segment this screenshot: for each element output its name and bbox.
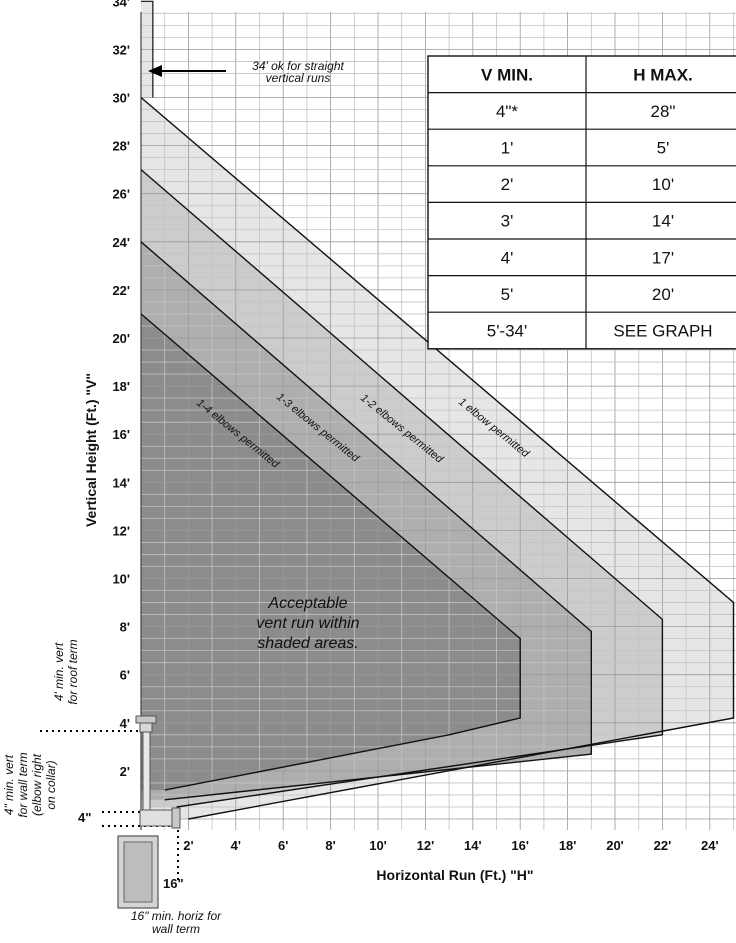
x-axis-ticks: 2' 4' 6' 8' 10' 12' 14' 16' 18' 20' 22' 24' — [183, 838, 718, 853]
table-cell: 3' — [501, 212, 514, 231]
y-tick-label: 8' — [120, 620, 130, 635]
y-tick-label: 28' — [112, 139, 130, 154]
roof-term-note-line2: for roof term — [66, 639, 80, 704]
region-boundaries — [140, 0, 735, 820]
table-cell: 10' — [652, 175, 674, 194]
y-tick-label: 32' — [112, 42, 130, 57]
table-cell: 1' — [501, 139, 514, 158]
horiz-min-note-line1: 16" min. horiz for — [131, 909, 222, 923]
x-tick-label: 6' — [278, 838, 288, 853]
y-tick-label: 34' — [112, 0, 130, 9]
x-tick-label: 8' — [325, 838, 335, 853]
y-tick-label: 24' — [112, 235, 130, 250]
y-tick-label: 2' — [120, 764, 130, 779]
y-tick-label: 30' — [112, 91, 130, 106]
y-tick-label: 22' — [112, 283, 130, 298]
y-tick-label: 12' — [112, 523, 130, 538]
acceptable-note-line1: Acceptable — [267, 595, 347, 612]
roof-term-note-line1: 4' min. vert — [52, 642, 66, 701]
y-tick-label: 26' — [112, 187, 130, 202]
straight-runs-note-line2: vertical runs — [266, 71, 331, 85]
wall-term-note-line3: (elbow right — [30, 753, 44, 816]
boundary-4 — [140, 313, 521, 791]
table-cell: 4"* — [496, 102, 518, 121]
table-cell: 28" — [651, 102, 676, 121]
acceptable-note-line2: vent run within — [256, 615, 359, 632]
horiz-min-note-line2: wall term — [152, 922, 200, 936]
y-tick-label: 10' — [112, 572, 130, 587]
y-axis-ticks: 2' 4' 6' 8' 10' 12' 14' 16' 18' 20' 22' 24' 26' 28' 30… — [112, 0, 130, 779]
table-cell: 4' — [501, 248, 514, 267]
wall-term-note-line1: 4" min. vert — [2, 754, 16, 815]
y-tick-label: 4' — [120, 716, 130, 731]
straight-runs-note-line1: 34' ok for straight — [252, 59, 344, 73]
x-tick-label: 16' — [511, 838, 529, 853]
table-cell: SEE GRAPH — [613, 322, 712, 341]
table-header-cell: V MIN. — [481, 65, 533, 84]
x-tick-label: 4' — [231, 838, 241, 853]
straight-runs-arrowhead — [148, 65, 162, 77]
y-axis-title: Vertical Height (Ft.) "V" — [83, 373, 99, 527]
x-axis-title: Horizontal Run (Ft.) "H" — [376, 867, 533, 883]
label-16-inch: 16" — [163, 876, 184, 891]
acceptable-note-line3: shaded areas. — [257, 635, 358, 652]
y-tick-label: 14' — [112, 475, 130, 490]
table-cell: 5' — [657, 139, 670, 158]
y-tick-label: 16' — [112, 427, 130, 442]
y-tick-label: 18' — [112, 379, 130, 394]
x-tick-label: 14' — [464, 838, 482, 853]
table-cell: 5'-34' — [487, 322, 528, 341]
x-tick-label: 12' — [417, 838, 435, 853]
table-cell: 14' — [652, 212, 674, 231]
table-cell: 17' — [652, 248, 674, 267]
x-tick-label: 10' — [369, 838, 387, 853]
x-tick-label: 22' — [654, 838, 672, 853]
straight-vertical-boundary — [141, 0, 154, 98]
table-header-cell: H MAX. — [633, 65, 693, 84]
y-tick-label: 6' — [120, 668, 130, 683]
y-tick-label: 20' — [112, 331, 130, 346]
table-cell: 5' — [501, 285, 514, 304]
appliance-unit — [117, 835, 159, 909]
boundary-3 — [140, 241, 592, 801]
vent-limits-table: V MIN. H MAX. 4"* 28" 1' 5' 2' 10' 3' 14' 4' 17' 5' 2… — [427, 55, 736, 350]
x-tick-label: 18' — [559, 838, 577, 853]
boundary-2 — [140, 169, 664, 808]
wall-term-note-line2: for wall term — [16, 752, 30, 817]
wall-term-note-line4: on collar) — [44, 760, 58, 809]
x-tick-label: 2' — [183, 838, 193, 853]
label-4-inch: 4" — [78, 810, 91, 825]
x-tick-label: 20' — [606, 838, 624, 853]
table-cell: 20' — [652, 285, 674, 304]
table-cell: 2' — [501, 175, 514, 194]
x-tick-label: 24' — [701, 838, 719, 853]
wall-vent-pipe — [139, 807, 181, 829]
